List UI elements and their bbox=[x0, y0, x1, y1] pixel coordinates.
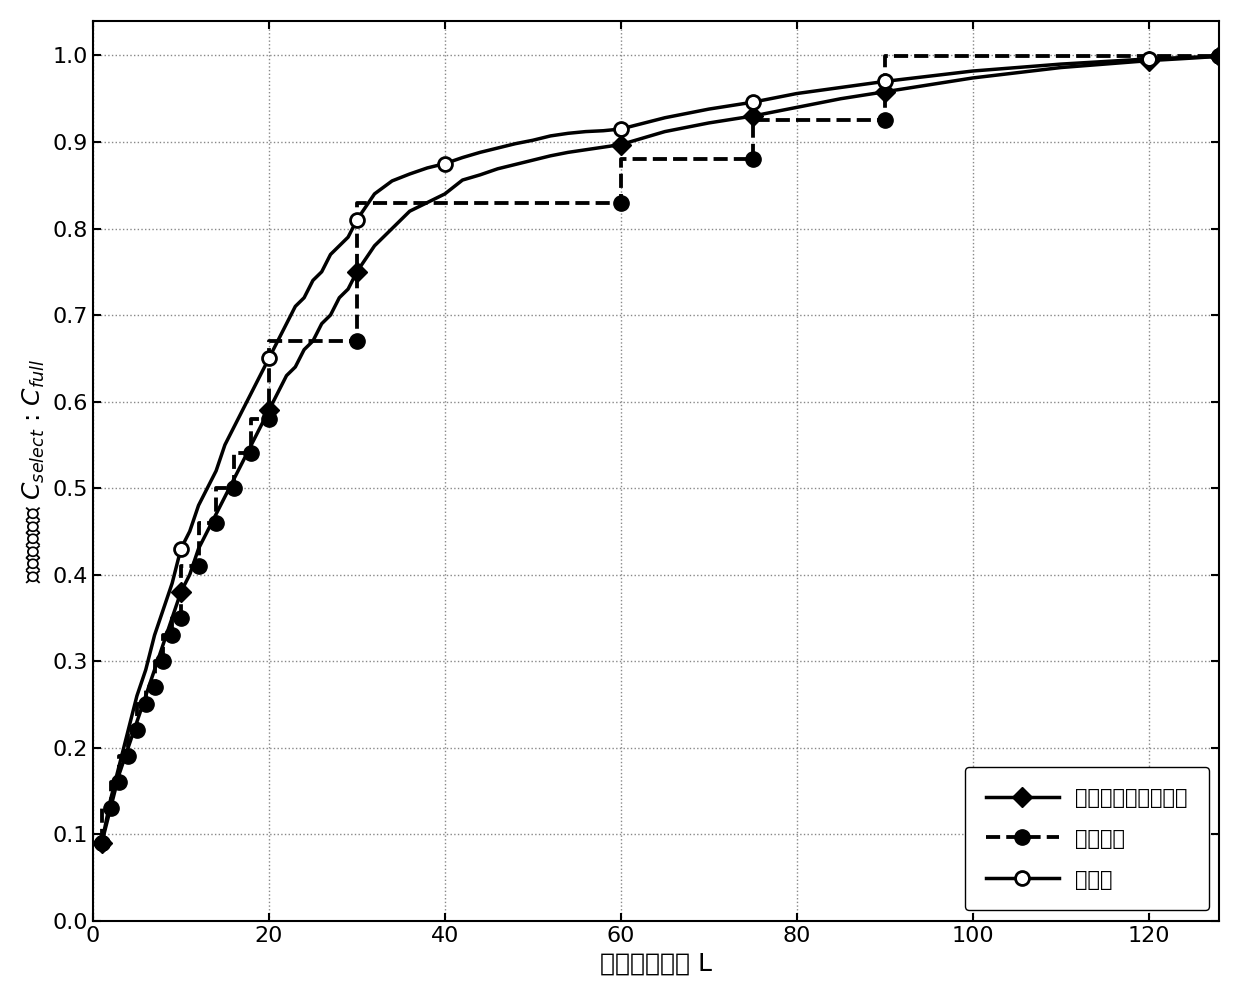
本发明 bbox=[1211, 51, 1226, 63]
Line: 本发明: 本发明 bbox=[94, 50, 1226, 850]
基于范数的天线选择 bbox=[1211, 51, 1226, 63]
基于范数的天线选择 bbox=[112, 768, 126, 780]
基于范数的天线选择 bbox=[174, 586, 188, 598]
本发明 bbox=[367, 188, 382, 200]
本发明 bbox=[174, 543, 188, 555]
基于范数的天线选择 bbox=[578, 143, 593, 155]
基于范数的天线选择 bbox=[94, 837, 109, 849]
基于范数的天线选择 bbox=[367, 240, 382, 252]
基于范数的天线选择 bbox=[148, 664, 162, 676]
本发明 bbox=[226, 421, 241, 433]
本发明 bbox=[578, 125, 593, 137]
本发明 bbox=[112, 759, 126, 771]
X-axis label: 选择天线数目 L: 选择天线数目 L bbox=[600, 951, 712, 975]
本发明 bbox=[148, 629, 162, 641]
Y-axis label: 信道容量比值 $C_{select}$ : $C_{full}$: 信道容量比值 $C_{select}$ : $C_{full}$ bbox=[21, 359, 47, 583]
Legend: 基于范数的天线选择, 容量增量, 本发明: 基于范数的天线选择, 容量增量, 本发明 bbox=[965, 767, 1209, 910]
基于范数的天线选择 bbox=[226, 473, 241, 485]
Line: 基于范数的天线选择: 基于范数的天线选择 bbox=[94, 50, 1226, 850]
本发明 bbox=[94, 837, 109, 849]
